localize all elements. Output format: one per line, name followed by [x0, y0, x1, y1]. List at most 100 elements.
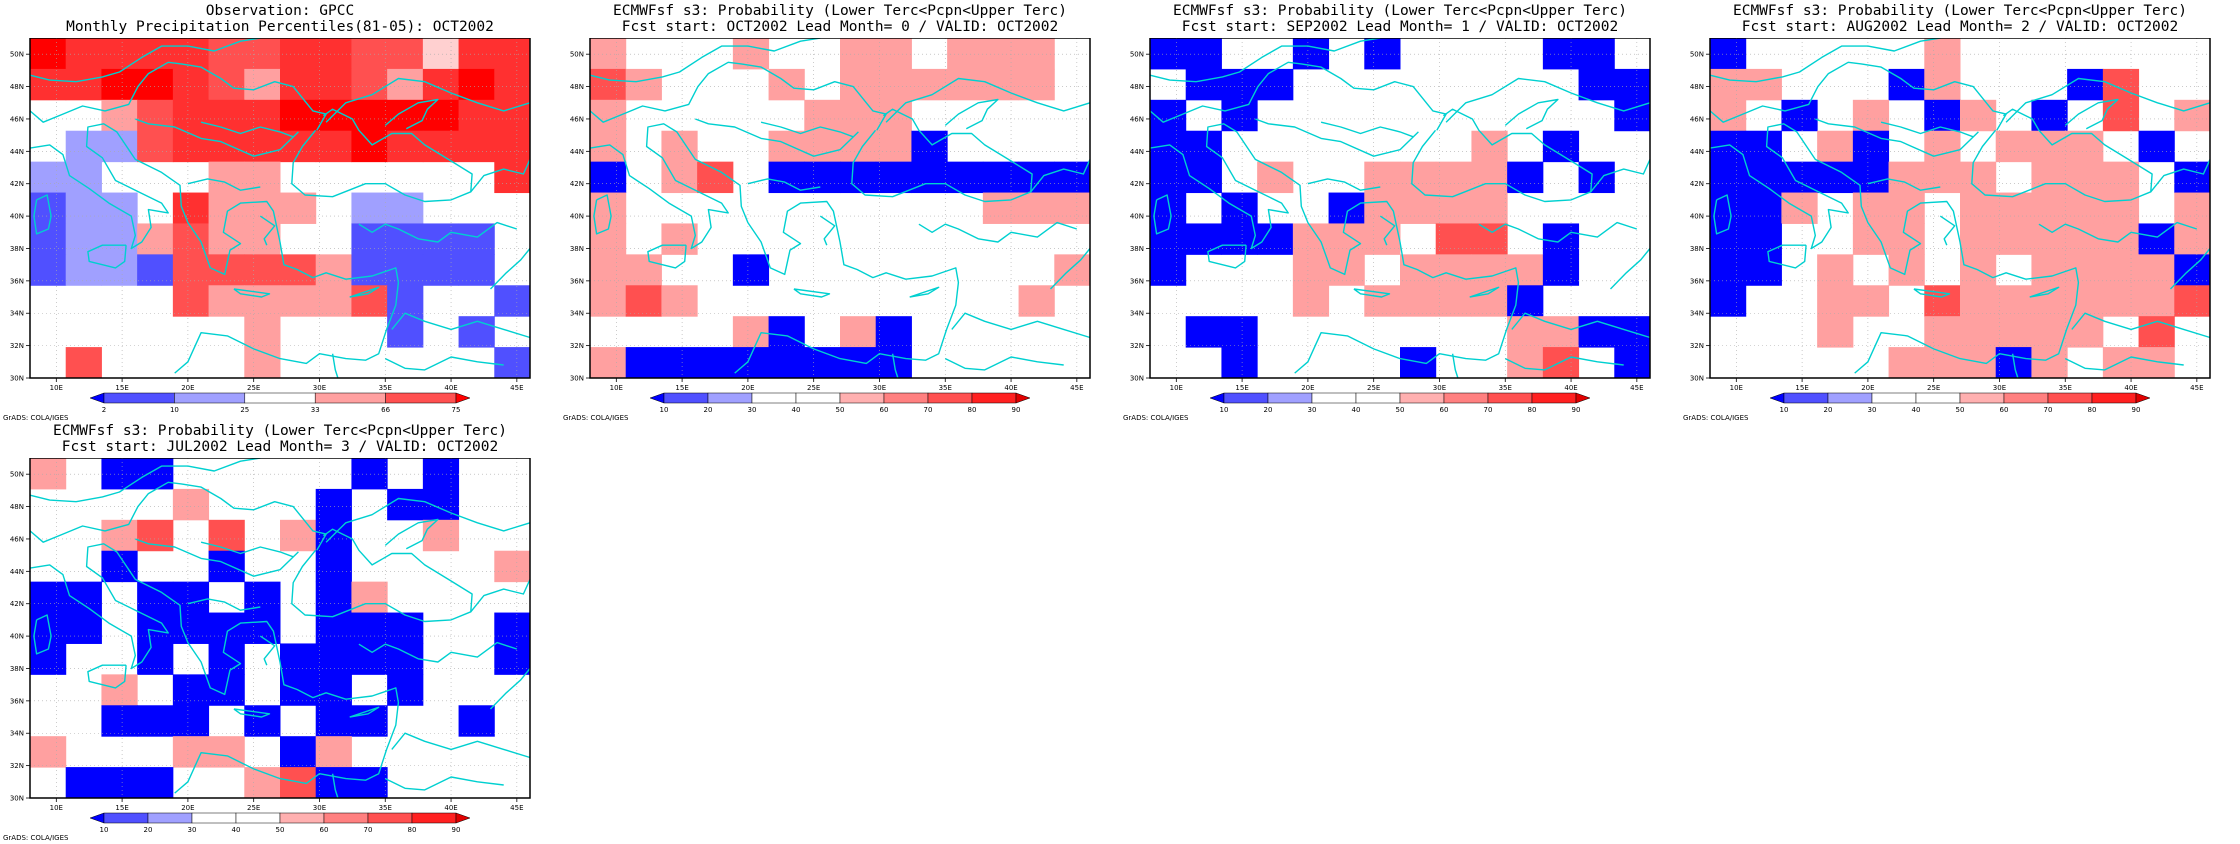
coastline: [1767, 244, 1807, 269]
lon-tick-label: 25E: [807, 384, 820, 392]
grid-cell: [1542, 38, 1580, 70]
grid-cell: [172, 192, 210, 224]
grid-cell: [1817, 254, 1854, 286]
coastline: [951, 312, 1091, 339]
grid-cell: [1471, 130, 1508, 163]
map-svg: 10E 15E 20E 25E 30E 35E 40E 45E 30N 32N 34N 36N 38N 4…: [1130, 38, 1651, 392]
color-bar-swatch: [191, 812, 237, 824]
grid-cell: [208, 130, 245, 163]
grid-cell: [625, 254, 662, 286]
grid-cell: [947, 68, 984, 101]
lat-tick-label: 36N: [1690, 277, 1704, 285]
grid-cell: [1924, 68, 1961, 101]
color-bar-swatch: [1267, 392, 1313, 404]
grid-cell: [1185, 316, 1222, 348]
lon-tick-label: 30E: [873, 384, 886, 392]
color-bar-swatch: [1827, 392, 1873, 404]
coastline: [1149, 123, 1520, 374]
grid-cell: [137, 223, 174, 255]
color-bar-cap: [2135, 392, 2151, 404]
lat-tick-label: 34N: [10, 730, 24, 738]
grid-cell: [1185, 130, 1222, 163]
grid-cell: [1507, 316, 1544, 348]
color-bar-label: 20: [1264, 406, 1273, 414]
lat-tick-label: 40N: [570, 213, 584, 221]
coastline: [29, 123, 400, 374]
coastline: [2071, 312, 2211, 339]
grid-cell: [30, 458, 67, 490]
grid-cell: [1995, 223, 2032, 255]
color-bar-swatch: [971, 392, 1017, 404]
lon-tick-label: 25E: [247, 804, 260, 812]
grid-cell: [768, 347, 805, 379]
grid-cell: [1852, 161, 1890, 194]
grid-cell: [1852, 130, 1890, 163]
color-bar-swatch: [795, 392, 841, 404]
coastline: [1609, 248, 1651, 290]
grid-cell: [1257, 68, 1294, 101]
grid-cell: [1257, 223, 1294, 255]
coastline: [589, 38, 821, 83]
grid-cell: [65, 38, 102, 70]
lat-tick-label: 46N: [570, 115, 584, 123]
grid-cell: [494, 612, 531, 644]
map-svg: 10E 15E 20E 25E 30E 35E 40E 45E 30N 32N 34N 36N 38N 4…: [570, 38, 1091, 392]
grid-cell: [1435, 192, 1472, 224]
color-bar-swatch: [1223, 392, 1269, 404]
lat-tick-label: 46N: [10, 115, 24, 123]
grid-cell: [1364, 161, 1401, 194]
lon-tick-label: 40E: [1004, 384, 1017, 392]
grid-cell: [1578, 68, 1615, 101]
grid-cell: [1745, 254, 1782, 286]
grid-cell: [172, 488, 210, 521]
grid-cell: [732, 316, 770, 348]
lat-tick-label: 40N: [10, 213, 24, 221]
grid-cell: [387, 316, 424, 348]
coastline: [1153, 194, 1172, 235]
lat-tick-label: 34N: [1690, 310, 1704, 318]
color-bar-label: 80: [2088, 406, 2097, 414]
grid-cell: [280, 38, 317, 70]
grid-cell: [590, 254, 627, 286]
grid-cell: [1614, 347, 1651, 379]
grid-cell: [875, 316, 912, 348]
grid-cell: [1435, 223, 1472, 255]
grid-cell: [422, 519, 460, 552]
grid-cell: [351, 38, 388, 70]
grid-cell: [244, 223, 281, 255]
coastline: [29, 543, 400, 794]
grid-cell: [315, 285, 352, 317]
color-bar-svg: 10 20 30 40 50 60 70 80 90: [1209, 392, 1591, 414]
grid-cell: [1888, 161, 1925, 194]
grid-cell: [1400, 161, 1437, 194]
grid-cell: [768, 161, 805, 194]
gridlines: [590, 38, 1090, 379]
grid-cell: [101, 254, 138, 286]
lat-tick-label: 30N: [1690, 375, 1704, 383]
lat-tick-label: 42N: [1130, 180, 1144, 188]
grid-cell: [1328, 223, 1365, 255]
grid-cell: [172, 736, 210, 768]
grid-cell: [1710, 254, 1747, 286]
grid-cell: [387, 192, 424, 224]
grid-cell: [208, 38, 245, 70]
grid-cell: [840, 347, 877, 379]
coastline: [1451, 353, 1459, 379]
grid-cell: [208, 285, 245, 317]
color-bar-cap: [89, 812, 105, 824]
lon-tick-label: 45E: [510, 804, 523, 812]
grid-cell: [2031, 130, 2068, 163]
grid-cell: [1150, 254, 1187, 286]
color-bar: 10 20 30 40 50 60 70 80 90: [1769, 392, 2151, 420]
grid-cell: [458, 705, 495, 737]
lon-tick-label: 40E: [444, 804, 457, 812]
coastline: [819, 215, 836, 246]
grid-cell: [315, 581, 352, 614]
lat-tick-label: 32N: [10, 342, 24, 350]
lon-tick-label: 10E: [1170, 384, 1183, 392]
color-bar-label: 10: [100, 826, 109, 834]
grid-cell: [315, 254, 352, 286]
color-bar-label: 10: [1220, 406, 1229, 414]
coastline: [1149, 61, 1447, 131]
grid-cell: [661, 223, 698, 255]
